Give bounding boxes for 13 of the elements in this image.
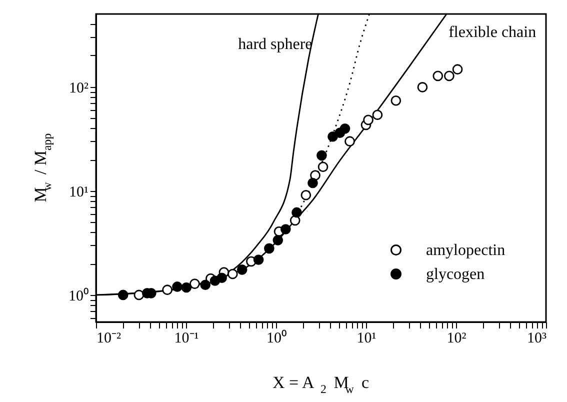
y-tick-label: 10⁰ xyxy=(68,287,88,304)
x-tick-label: 10⁰ xyxy=(266,330,286,346)
x-tick-label: 10³ xyxy=(527,330,547,346)
legend-label: glycogen xyxy=(426,266,485,283)
y-tick-label: 10¹ xyxy=(69,184,88,200)
legend-label: amylopectin xyxy=(426,242,506,259)
series-label: hard sphere xyxy=(238,36,312,53)
x-tick-label: 10² xyxy=(446,330,467,346)
x-tick-label: 10⁻¹ xyxy=(174,330,199,346)
series-label: flexible chain xyxy=(448,24,536,41)
y-tick-label: 10² xyxy=(69,80,89,96)
x-tick-label: 10¹ xyxy=(356,330,376,346)
x-tick-label: 10⁻² xyxy=(96,330,122,346)
